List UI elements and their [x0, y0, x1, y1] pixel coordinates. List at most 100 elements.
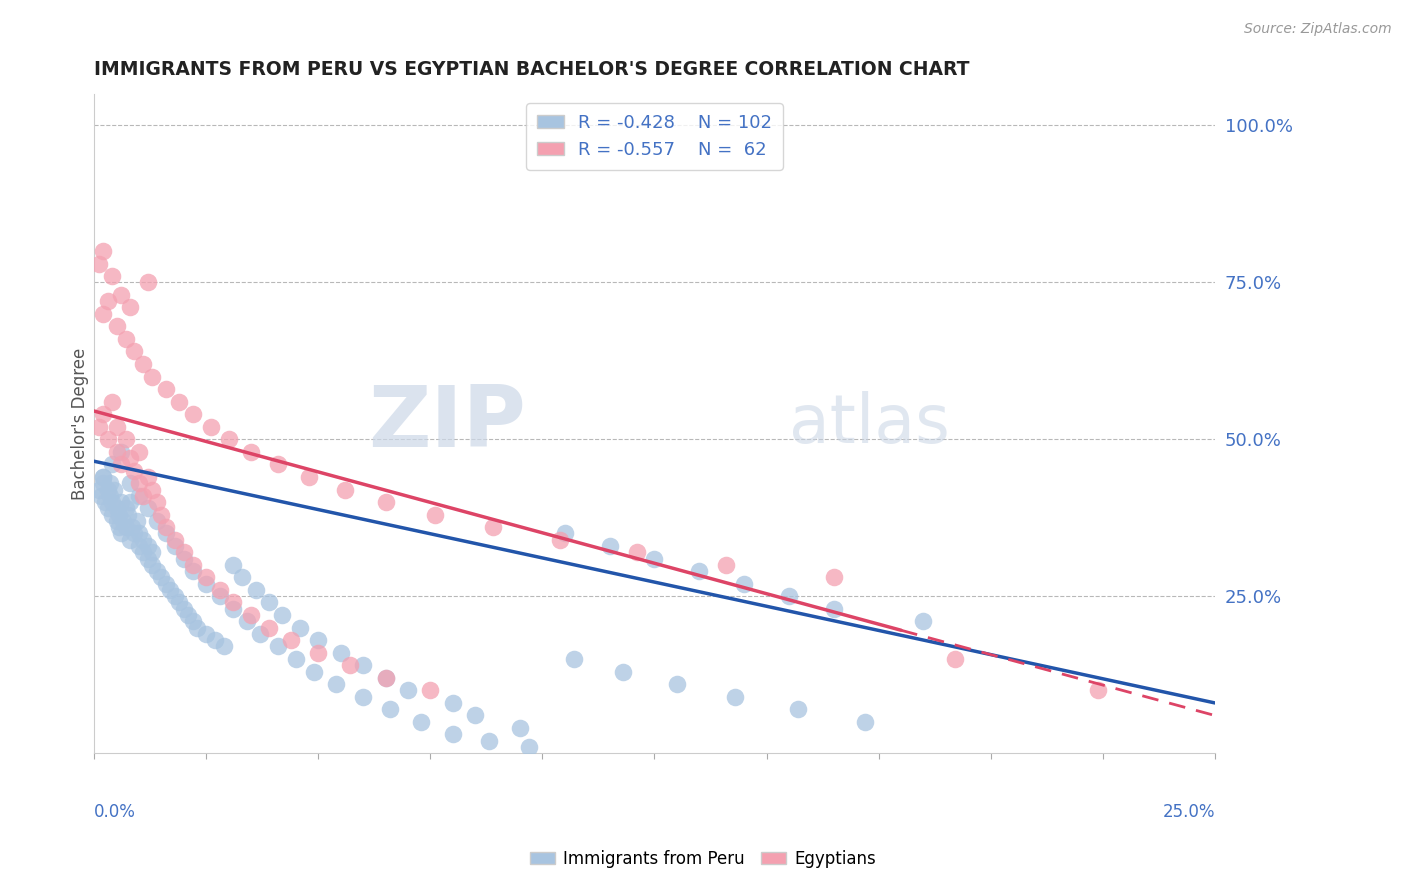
Point — [128, 539, 150, 553]
Point — [136, 551, 159, 566]
Point — [132, 533, 155, 547]
Point — [124, 526, 146, 541]
Point — [249, 627, 271, 641]
Point — [290, 621, 312, 635]
Point — [240, 445, 263, 459]
Point — [118, 495, 141, 509]
Point — [107, 508, 129, 522]
Point — [146, 495, 169, 509]
Point — [231, 570, 253, 584]
Point — [105, 445, 128, 459]
Point — [91, 407, 114, 421]
Point — [257, 621, 280, 635]
Point — [155, 576, 177, 591]
Point — [118, 533, 141, 547]
Point — [132, 357, 155, 371]
Point — [853, 714, 876, 729]
Point — [482, 520, 505, 534]
Point — [141, 558, 163, 572]
Point — [339, 658, 361, 673]
Point — [195, 627, 218, 641]
Point — [374, 495, 396, 509]
Point — [200, 419, 222, 434]
Point — [114, 432, 136, 446]
Point — [169, 394, 191, 409]
Point — [517, 739, 540, 754]
Point — [91, 307, 114, 321]
Point — [554, 526, 576, 541]
Point — [97, 294, 120, 309]
Point — [778, 589, 800, 603]
Point — [562, 652, 585, 666]
Point — [823, 570, 845, 584]
Point — [97, 501, 120, 516]
Point — [644, 551, 666, 566]
Point — [222, 601, 245, 615]
Point — [150, 508, 173, 522]
Point — [374, 671, 396, 685]
Point — [329, 646, 352, 660]
Point — [87, 256, 110, 270]
Point — [141, 483, 163, 497]
Point — [423, 508, 446, 522]
Point — [716, 558, 738, 572]
Point — [267, 640, 290, 654]
Point — [235, 615, 257, 629]
Point — [118, 301, 141, 315]
Point — [181, 564, 204, 578]
Point — [222, 558, 245, 572]
Point — [132, 489, 155, 503]
Point — [352, 690, 374, 704]
Point — [181, 407, 204, 421]
Point — [136, 539, 159, 553]
Point — [257, 595, 280, 609]
Point — [240, 608, 263, 623]
Point — [110, 445, 132, 459]
Point — [114, 501, 136, 516]
Point — [245, 582, 267, 597]
Point — [87, 419, 110, 434]
Point — [98, 489, 121, 503]
Text: atlas: atlas — [789, 391, 950, 457]
Point — [87, 483, 110, 497]
Point — [155, 526, 177, 541]
Point — [136, 501, 159, 516]
Point — [724, 690, 747, 704]
Point — [128, 526, 150, 541]
Point — [125, 514, 148, 528]
Point — [112, 514, 135, 528]
Point — [612, 665, 634, 679]
Point — [97, 483, 120, 497]
Point — [333, 483, 356, 497]
Point — [186, 621, 208, 635]
Point — [271, 608, 294, 623]
Point — [91, 244, 114, 258]
Point — [464, 708, 486, 723]
Point — [101, 269, 124, 284]
Point — [208, 589, 231, 603]
Legend: R = -0.428    N = 102, R = -0.557    N =  62: R = -0.428 N = 102, R = -0.557 N = 62 — [526, 103, 783, 169]
Point — [132, 545, 155, 559]
Legend: Immigrants from Peru, Egyptians: Immigrants from Peru, Egyptians — [523, 844, 883, 875]
Point — [378, 702, 401, 716]
Point — [212, 640, 235, 654]
Y-axis label: Bachelor's Degree: Bachelor's Degree — [72, 348, 89, 500]
Point — [284, 652, 307, 666]
Point — [110, 288, 132, 302]
Point — [155, 382, 177, 396]
Point — [146, 564, 169, 578]
Point — [733, 576, 755, 591]
Point — [110, 495, 132, 509]
Point — [118, 476, 141, 491]
Point — [441, 696, 464, 710]
Point — [159, 582, 181, 597]
Point — [114, 332, 136, 346]
Text: Source: ZipAtlas.com: Source: ZipAtlas.com — [1244, 22, 1392, 37]
Point — [599, 539, 621, 553]
Point — [267, 458, 290, 472]
Point — [105, 319, 128, 334]
Point — [204, 633, 226, 648]
Point — [208, 582, 231, 597]
Point — [146, 514, 169, 528]
Point — [101, 458, 124, 472]
